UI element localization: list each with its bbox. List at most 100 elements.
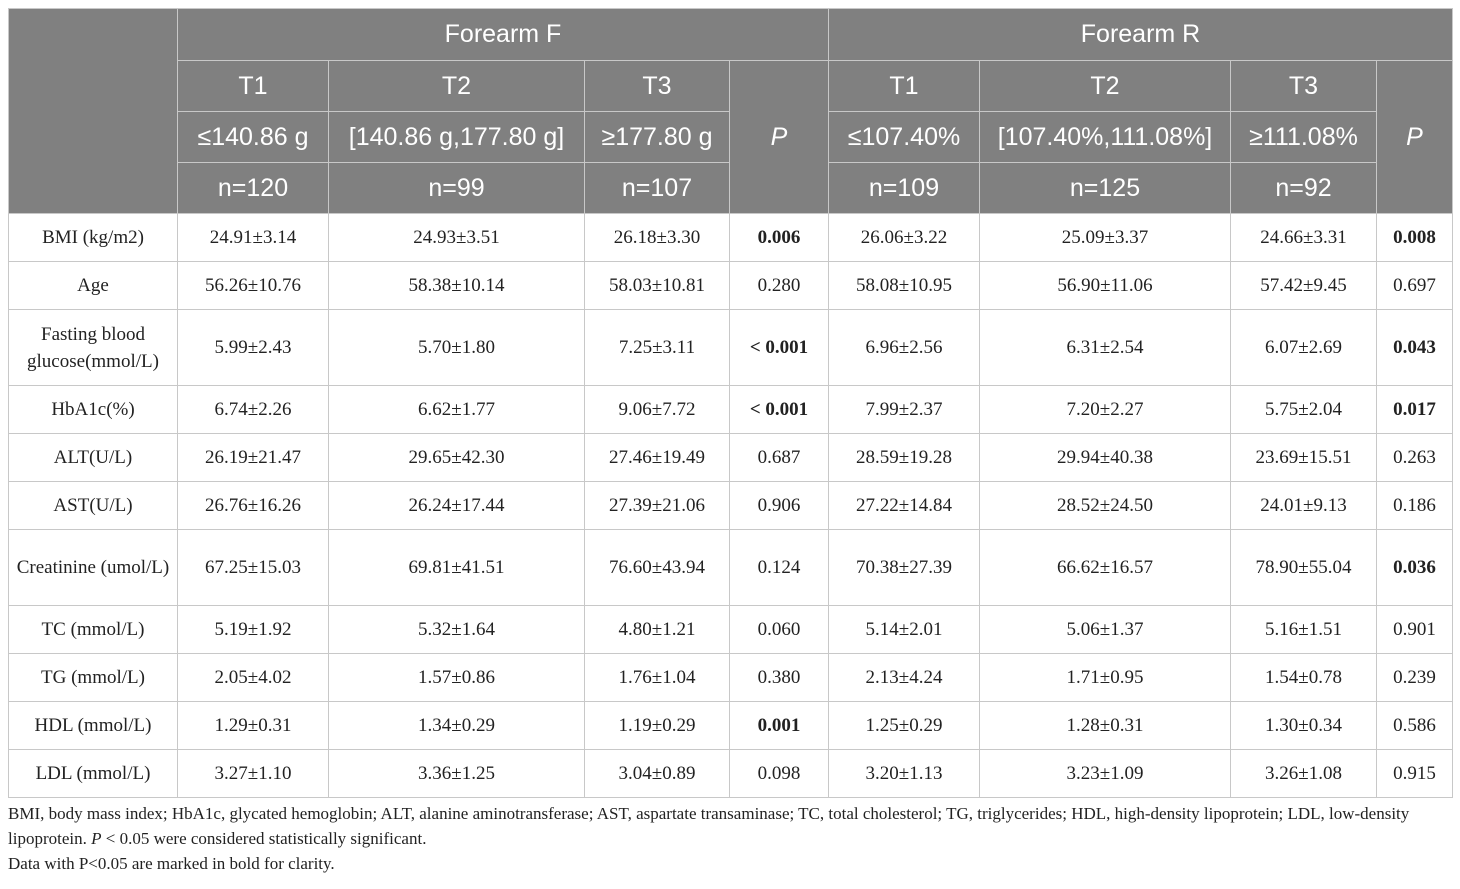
cell-r-p: 0.186 <box>1375 481 1454 530</box>
cell-r-t2: 7.20±2.27 <box>979 385 1231 434</box>
row-label: HDL (mmol/L) <box>8 701 178 750</box>
cell-f-t3: 4.80±1.21 <box>584 605 730 654</box>
table-row: Fasting blood glucose(mmol/L) 5.99±2.43 … <box>8 309 1454 386</box>
group-header-forearm-f: Forearm F <box>177 8 829 61</box>
table-row: ALT(U/L) 26.19±21.47 29.65±42.30 27.46±1… <box>8 433 1454 482</box>
cell-f-t3: 27.39±21.06 <box>584 481 730 530</box>
cell-f-t2: 5.32±1.64 <box>328 605 585 654</box>
row-label: BMI (kg/m2) <box>8 213 178 262</box>
f-n-header: n=99 <box>328 162 585 214</box>
cell-f-t1: 3.27±1.10 <box>177 749 329 798</box>
table-footnotes: BMI, body mass index; HbA1c, glycated he… <box>8 801 1452 876</box>
cell-r-t3: 57.42±9.45 <box>1230 261 1377 310</box>
cell-r-t3: 5.75±2.04 <box>1230 385 1377 434</box>
table-row: Creatinine (umol/L) 67.25±15.03 69.81±41… <box>8 529 1454 606</box>
cell-f-t2: 58.38±10.14 <box>328 261 585 310</box>
cell-r-p: 0.263 <box>1375 433 1454 482</box>
cell-r-t1: 28.59±19.28 <box>828 433 980 482</box>
cell-f-p: 0.098 <box>729 749 829 798</box>
cell-f-t3: 76.60±43.94 <box>584 529 730 606</box>
r-p-header: P <box>1375 60 1454 214</box>
abbreviations-note: BMI, body mass index; HbA1c, glycated he… <box>8 801 1452 851</box>
row-label: Fasting blood glucose(mmol/L) <box>8 309 178 386</box>
cell-r-t1: 3.20±1.13 <box>828 749 980 798</box>
f-n-header: n=107 <box>584 162 730 214</box>
cell-r-t1: 2.13±4.24 <box>828 653 980 702</box>
cell-f-t2: 26.24±17.44 <box>328 481 585 530</box>
cell-f-p: 0.380 <box>729 653 829 702</box>
results-table: Forearm F Forearm R T1 T2 T3 P T1 T2 T3 … <box>8 8 1454 798</box>
cell-r-t2: 66.62±16.57 <box>979 529 1231 606</box>
cell-f-t1: 24.91±3.14 <box>177 213 329 262</box>
r-tertile-header: T1 <box>828 60 980 112</box>
significance-text: < 0.05 were considered statistically sig… <box>101 829 427 848</box>
cell-r-t3: 1.30±0.34 <box>1230 701 1377 750</box>
cell-f-p: 0.060 <box>729 605 829 654</box>
cell-r-t3: 24.66±3.31 <box>1230 213 1377 262</box>
cell-f-t2: 1.57±0.86 <box>328 653 585 702</box>
cell-f-t2: 24.93±3.51 <box>328 213 585 262</box>
f-range-header: ≥177.80 g <box>584 111 730 163</box>
cell-r-t3: 5.16±1.51 <box>1230 605 1377 654</box>
significance-p-symbol: P <box>91 829 102 848</box>
row-label: AST(U/L) <box>8 481 178 530</box>
cell-f-t3: 58.03±10.81 <box>584 261 730 310</box>
cell-f-t1: 67.25±15.03 <box>177 529 329 606</box>
table-row: TC (mmol/L) 5.19±1.92 5.32±1.64 4.80±1.2… <box>8 605 1454 654</box>
cell-r-p: 0.017 <box>1375 385 1454 434</box>
cell-r-t1: 70.38±27.39 <box>828 529 980 606</box>
cell-f-t1: 1.29±0.31 <box>177 701 329 750</box>
r-tertile-header: T2 <box>979 60 1231 112</box>
bold-note: Data with P<0.05 are marked in bold for … <box>8 854 335 873</box>
cell-f-t1: 5.19±1.92 <box>177 605 329 654</box>
table-row: HDL (mmol/L) 1.29±0.31 1.34±0.29 1.19±0.… <box>8 701 1454 750</box>
cell-r-p: 0.239 <box>1375 653 1454 702</box>
cell-r-t2: 28.52±24.50 <box>979 481 1231 530</box>
r-n-header: n=92 <box>1230 162 1377 214</box>
cell-f-t2: 69.81±41.51 <box>328 529 585 606</box>
r-range-header: ≤107.40% <box>828 111 980 163</box>
cell-r-t1: 6.96±2.56 <box>828 309 980 386</box>
table-row: BMI (kg/m2) 24.91±3.14 24.93±3.51 26.18±… <box>8 213 1454 262</box>
cell-f-p: < 0.001 <box>729 309 829 386</box>
cell-f-t2: 6.62±1.77 <box>328 385 585 434</box>
row-label: Creatinine (umol/L) <box>8 529 178 606</box>
r-range-header: ≥111.08% <box>1230 111 1377 163</box>
cell-r-t1: 27.22±14.84 <box>828 481 980 530</box>
row-label: TG (mmol/L) <box>8 653 178 702</box>
cell-r-t2: 29.94±40.38 <box>979 433 1231 482</box>
cell-f-t2: 3.36±1.25 <box>328 749 585 798</box>
cell-f-t3: 7.25±3.11 <box>584 309 730 386</box>
cell-r-t3: 78.90±55.04 <box>1230 529 1377 606</box>
cell-f-p: 0.124 <box>729 529 829 606</box>
cell-f-t3: 9.06±7.72 <box>584 385 730 434</box>
f-range-header: [140.86 g,177.80 g] <box>328 111 585 163</box>
cell-f-t3: 3.04±0.89 <box>584 749 730 798</box>
r-n-header: n=109 <box>828 162 980 214</box>
f-range-header: ≤140.86 g <box>177 111 329 163</box>
table-row: Age 56.26±10.76 58.38±10.14 58.03±10.81 … <box>8 261 1454 310</box>
cell-f-p: 0.006 <box>729 213 829 262</box>
table-container: Forearm F Forearm R T1 T2 T3 P T1 T2 T3 … <box>8 8 1454 876</box>
abbreviations-text: BMI, body mass index; HbA1c, glycated he… <box>8 804 1410 848</box>
f-tertile-header: T3 <box>584 60 730 112</box>
cell-r-t1: 1.25±0.29 <box>828 701 980 750</box>
f-tertile-header: T2 <box>328 60 585 112</box>
cell-f-t1: 6.74±2.26 <box>177 385 329 434</box>
cell-f-t1: 56.26±10.76 <box>177 261 329 310</box>
cell-r-p: 0.901 <box>1375 605 1454 654</box>
cell-f-t2: 1.34±0.29 <box>328 701 585 750</box>
cell-f-t3: 27.46±19.49 <box>584 433 730 482</box>
r-n-header: n=125 <box>979 162 1231 214</box>
cell-r-t2: 25.09±3.37 <box>979 213 1231 262</box>
cell-r-t3: 24.01±9.13 <box>1230 481 1377 530</box>
cell-r-t1: 58.08±10.95 <box>828 261 980 310</box>
table-row: LDL (mmol/L) 3.27±1.10 3.36±1.25 3.04±0.… <box>8 749 1454 798</box>
cell-r-t1: 5.14±2.01 <box>828 605 980 654</box>
cell-r-t2: 56.90±11.06 <box>979 261 1231 310</box>
cell-f-p: 0.687 <box>729 433 829 482</box>
cell-f-p: 0.280 <box>729 261 829 310</box>
cell-f-t1: 26.76±16.26 <box>177 481 329 530</box>
cell-r-t1: 26.06±3.22 <box>828 213 980 262</box>
cell-r-t1: 7.99±2.37 <box>828 385 980 434</box>
